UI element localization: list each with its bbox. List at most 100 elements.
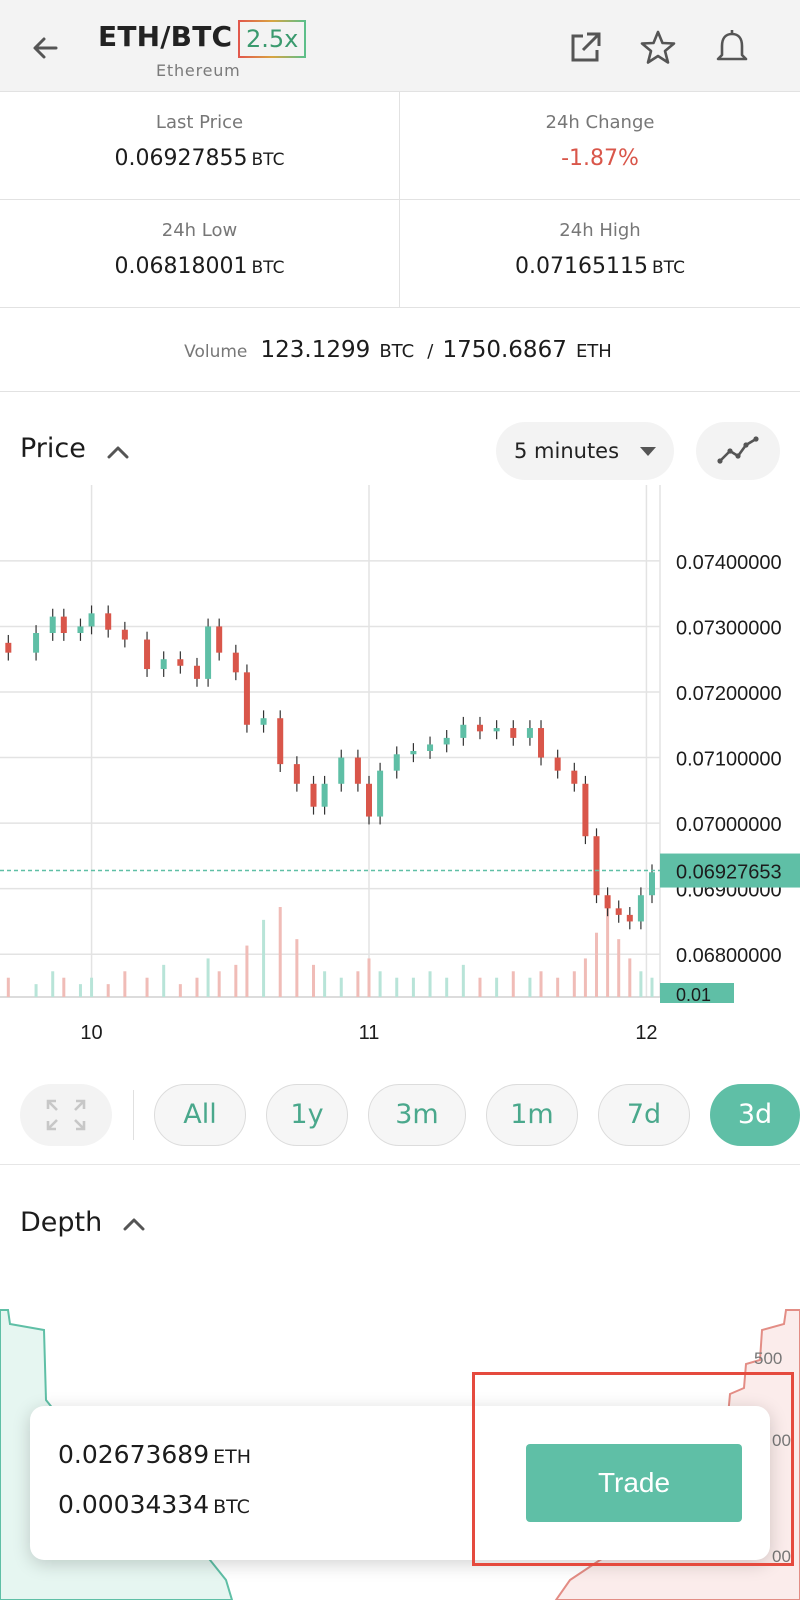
- fullscreen-button[interactable]: [20, 1084, 112, 1146]
- volume-bar: [51, 971, 55, 997]
- candle-body: [593, 836, 600, 896]
- bell-icon: [716, 30, 748, 61]
- trade-button[interactable]: Trade: [526, 1444, 742, 1522]
- y-tick-label: 0.07100000: [676, 749, 782, 771]
- depth-tick: 00: [772, 1547, 791, 1566]
- volume-bar: [539, 971, 543, 997]
- candle-body: [60, 616, 67, 633]
- caret-down-icon: [640, 447, 656, 456]
- range-7d-button[interactable]: 7d: [598, 1084, 690, 1146]
- volume-bar: [206, 958, 210, 997]
- section-divider: [0, 1164, 800, 1165]
- candle-body: [460, 724, 467, 738]
- external-link-icon: [571, 32, 601, 62]
- volume-row: Volume 123.1299 BTC / 1750.6867 ETH: [0, 308, 800, 392]
- volume-bar: [234, 964, 238, 997]
- last-price-value: 0.06927855 BTC: [114, 146, 285, 171]
- candle-body: [626, 914, 633, 922]
- volume-bar: [606, 907, 610, 997]
- volume-axis-label: 0.01: [676, 985, 711, 1005]
- range-all-button[interactable]: All: [154, 1084, 246, 1146]
- y-tick-label: 0.07200000: [676, 683, 782, 705]
- volume-bar: [378, 971, 382, 997]
- volume-btc-unit: BTC: [379, 341, 415, 362]
- chevron-up-icon[interactable]: [104, 438, 132, 466]
- volume-bar: [617, 939, 621, 997]
- annotation-highlight-box: [472, 1372, 794, 1566]
- alert-button[interactable]: [710, 26, 754, 70]
- eth-amount: 0.02673689 ETH: [58, 1440, 252, 1469]
- range-selector: All 1y 3m 1m 7d 3d: [0, 1082, 800, 1152]
- volume-btc: 123.1299: [260, 337, 371, 363]
- depth-section-title[interactable]: Depth: [20, 1207, 103, 1238]
- volume-bar: [461, 964, 465, 997]
- change-label: 24h Change: [545, 112, 655, 133]
- volume-bar: [445, 977, 449, 997]
- candle-body: [338, 757, 345, 784]
- volume-eth: 1750.6867: [442, 337, 567, 363]
- price-chart[interactable]: 0.07400000 0.07300000 0.07200000 0.07100000…: [0, 485, 800, 1055]
- candle-body: [243, 672, 250, 725]
- chevron-up-icon[interactable]: [120, 1210, 148, 1238]
- candle-body: [77, 626, 84, 633]
- candle-body: [160, 659, 167, 670]
- candle-body: [232, 652, 239, 673]
- current-price-tag: [660, 853, 800, 888]
- range-1m-button[interactable]: 1m: [486, 1084, 578, 1146]
- volume-bar: [572, 971, 576, 997]
- volume-bar: [495, 977, 499, 997]
- leverage-badge: 2.5x: [238, 20, 307, 58]
- volume-bar: [195, 977, 199, 997]
- volume-bar: [367, 958, 371, 997]
- candle-body: [88, 613, 95, 627]
- price-section-title[interactable]: Price: [20, 433, 86, 464]
- volume-bar: [339, 977, 343, 997]
- favorite-button[interactable]: [636, 26, 680, 70]
- volume-bar: [262, 919, 266, 997]
- change-cell: 24h Change -1.87%: [400, 92, 800, 200]
- volume-bar: [34, 984, 38, 997]
- low-cell: 24h Low 0.06818001 BTC: [0, 200, 400, 308]
- volume-bar: [411, 977, 415, 997]
- range-3m-button[interactable]: 3m: [368, 1084, 466, 1146]
- candle-body: [277, 718, 284, 765]
- app-header: ETH/BTC 2.5x Ethereum: [0, 0, 800, 92]
- back-button[interactable]: [26, 28, 66, 68]
- volume-bar: [162, 964, 166, 997]
- last-price-label: Last Price: [155, 112, 244, 133]
- candle-body: [33, 633, 40, 653]
- chart-type-toggle[interactable]: [696, 422, 780, 480]
- order-summary-card: 0.02673689 ETH 0.00034334 BTC Trade: [30, 1406, 770, 1560]
- low-value: 0.06818001 BTC: [114, 254, 285, 279]
- share-button[interactable]: [563, 26, 607, 70]
- range-3d-button[interactable]: 3d: [710, 1084, 800, 1146]
- volume-bar: [556, 977, 560, 997]
- interval-select[interactable]: 5 minutes: [496, 422, 674, 480]
- candle-body: [321, 783, 328, 807]
- candle-body: [354, 757, 361, 784]
- star-icon: [640, 30, 676, 64]
- y-tick-label: 0.06800000: [676, 945, 782, 967]
- range-1y-button[interactable]: 1y: [266, 1084, 348, 1146]
- high-label: 24h High: [559, 220, 641, 241]
- candle-body: [604, 895, 611, 909]
- candle-body: [427, 744, 434, 751]
- candle-body: [260, 718, 267, 725]
- btc-amount: 0.00034334 BTC: [58, 1490, 250, 1519]
- volume-bar: [323, 971, 327, 997]
- candle-body: [216, 626, 223, 653]
- candle-body: [393, 754, 400, 771]
- depth-tick: 500: [754, 1349, 782, 1368]
- volume-bar: [6, 977, 10, 997]
- candle-body: [293, 764, 300, 784]
- expand-icon: [46, 1099, 86, 1131]
- volume-bar: [78, 984, 82, 997]
- volume-bar: [245, 945, 249, 997]
- candle-body: [615, 908, 622, 915]
- candle-body: [571, 770, 578, 784]
- volume-bar: [178, 984, 182, 997]
- candle-body: [582, 783, 589, 837]
- volume-separator: /: [427, 341, 434, 362]
- current-price-label: 0.06927653: [676, 862, 782, 884]
- candle-body: [410, 751, 417, 755]
